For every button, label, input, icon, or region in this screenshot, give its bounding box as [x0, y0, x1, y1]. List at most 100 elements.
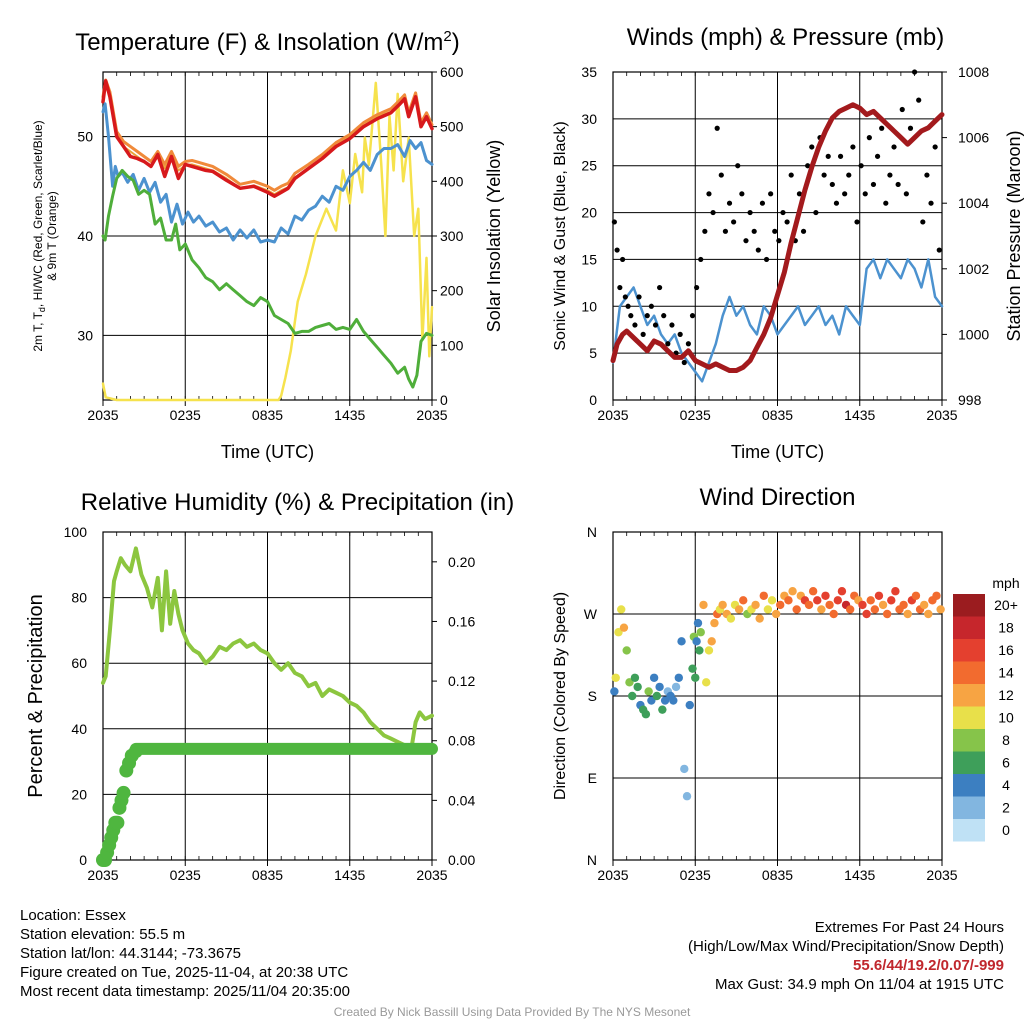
y-tick-label: N — [587, 524, 597, 540]
x-tick-label: 2035 — [597, 867, 628, 883]
direction-point — [878, 600, 888, 610]
x-tick-label: 2035 — [597, 407, 628, 423]
x-tick-label: 2035 — [87, 867, 118, 883]
direction-point — [924, 609, 933, 619]
extremes-gust: Max Gust: 34.9 mph On 11/04 at 1915 UTC — [714, 976, 1004, 993]
y2-axis-label: Station Pressure (Maroon) — [1004, 130, 1024, 341]
direction-point — [695, 646, 704, 655]
x-axis-label: Time (UTC) — [221, 442, 314, 462]
y2-tick-label: 0.20 — [448, 554, 475, 570]
gust-point — [726, 200, 733, 206]
gust-point — [735, 163, 741, 169]
info-recent: Most recent data timestamp: 2025/11/04 2… — [20, 983, 350, 1000]
y2-tick-label: 0.08 — [448, 733, 475, 749]
direction-point — [704, 646, 714, 655]
gust-point — [759, 200, 766, 206]
gust-point — [805, 163, 811, 169]
direction-point — [821, 591, 830, 600]
x-tick-label: 2035 — [87, 407, 118, 423]
direction-point — [669, 696, 678, 705]
gust-point — [936, 247, 942, 253]
gust-point — [920, 219, 926, 225]
direction-point — [932, 591, 941, 600]
plot-frame — [612, 71, 943, 401]
y-tick-label: 30 — [77, 327, 93, 343]
direction-point — [710, 618, 719, 628]
gust-point — [854, 219, 860, 225]
direction-point — [825, 600, 834, 610]
chart-title: Relative Humidity (%) & Precipitation (i… — [81, 489, 514, 516]
direction-point — [655, 682, 664, 692]
colorbar-swatch — [953, 819, 985, 842]
extremes-legend: (High/Low/Max Wind/Precipitation/Snow De… — [688, 938, 1004, 955]
gust-point — [846, 172, 852, 178]
gust-point — [611, 219, 617, 225]
colorbar-title: mph — [992, 575, 1019, 591]
gust-point — [694, 284, 700, 291]
colorbar-swatch — [953, 661, 985, 684]
chart-title: Temperature (F) & Insolation (W/m2) — [75, 28, 459, 56]
direction-point — [707, 637, 716, 646]
y-tick-label: E — [588, 770, 597, 786]
colorbar-label: 16 — [998, 642, 1014, 658]
x-tick-label: 0235 — [170, 407, 201, 423]
gust-point — [928, 200, 934, 206]
y-tick-label: 0 — [79, 852, 87, 868]
gust-point — [681, 359, 687, 366]
direction-point — [808, 587, 818, 596]
temperature-chart: 2035 0235 0835 1435 203530405001002003004005… — [31, 28, 504, 462]
gust-point — [722, 228, 729, 234]
info-elevation: Station elevation: 55.5 m — [20, 926, 186, 943]
gust-point — [842, 191, 848, 197]
x-tick-label: 1435 — [334, 407, 365, 423]
direction-point — [658, 705, 667, 714]
gust-point — [883, 200, 889, 206]
y-tick-label: N — [587, 852, 597, 868]
gust-point — [866, 135, 872, 141]
y-tick-label: 100 — [64, 524, 88, 540]
series-9m-t — [101, 78, 434, 192]
gust-point — [652, 322, 659, 328]
direction-point — [813, 596, 822, 605]
colorbar-label: 0 — [1002, 822, 1010, 838]
y-tick-label: 40 — [77, 228, 93, 244]
plot-frame — [102, 531, 433, 861]
gust-point — [916, 97, 922, 103]
y2-tick-label: 0.00 — [448, 852, 475, 868]
colorbar-swatch — [953, 684, 985, 707]
direction-point — [788, 587, 797, 596]
direction-point — [671, 682, 681, 692]
direction-point — [866, 596, 875, 605]
gust-point — [747, 209, 753, 216]
direction-point — [899, 600, 908, 610]
colorbar-swatch — [953, 594, 985, 617]
y2-tick-label: 1008 — [958, 64, 989, 80]
gust-point — [731, 219, 737, 225]
precip-point — [116, 785, 131, 800]
precip-point — [110, 815, 125, 830]
colorbar-label: 4 — [1002, 777, 1010, 793]
x-tick-label: 0835 — [252, 867, 283, 883]
y-tick-label: 10 — [581, 298, 597, 314]
direction-point — [652, 691, 662, 701]
direction-point — [936, 605, 945, 614]
gust-point — [625, 303, 631, 309]
direction-point — [718, 600, 727, 610]
y2-tick-label: 400 — [440, 173, 464, 189]
gust-point — [714, 125, 720, 131]
y-tick-label: 40 — [71, 721, 87, 737]
direction-point — [817, 605, 826, 614]
gust-point — [657, 284, 663, 291]
y2-tick-label: 0.12 — [448, 673, 475, 689]
direction-point — [630, 673, 640, 682]
y-tick-label: 50 — [77, 129, 93, 145]
x-tick-label: 0235 — [680, 407, 711, 423]
direction-point — [763, 605, 773, 614]
gust-point — [879, 125, 885, 131]
direction-point — [870, 605, 880, 614]
direction-point — [829, 609, 838, 619]
gust-point — [755, 247, 761, 253]
extremes-values: 55.6/44/19.2/0.07/-999 — [853, 957, 1004, 974]
gust-point — [837, 153, 844, 159]
